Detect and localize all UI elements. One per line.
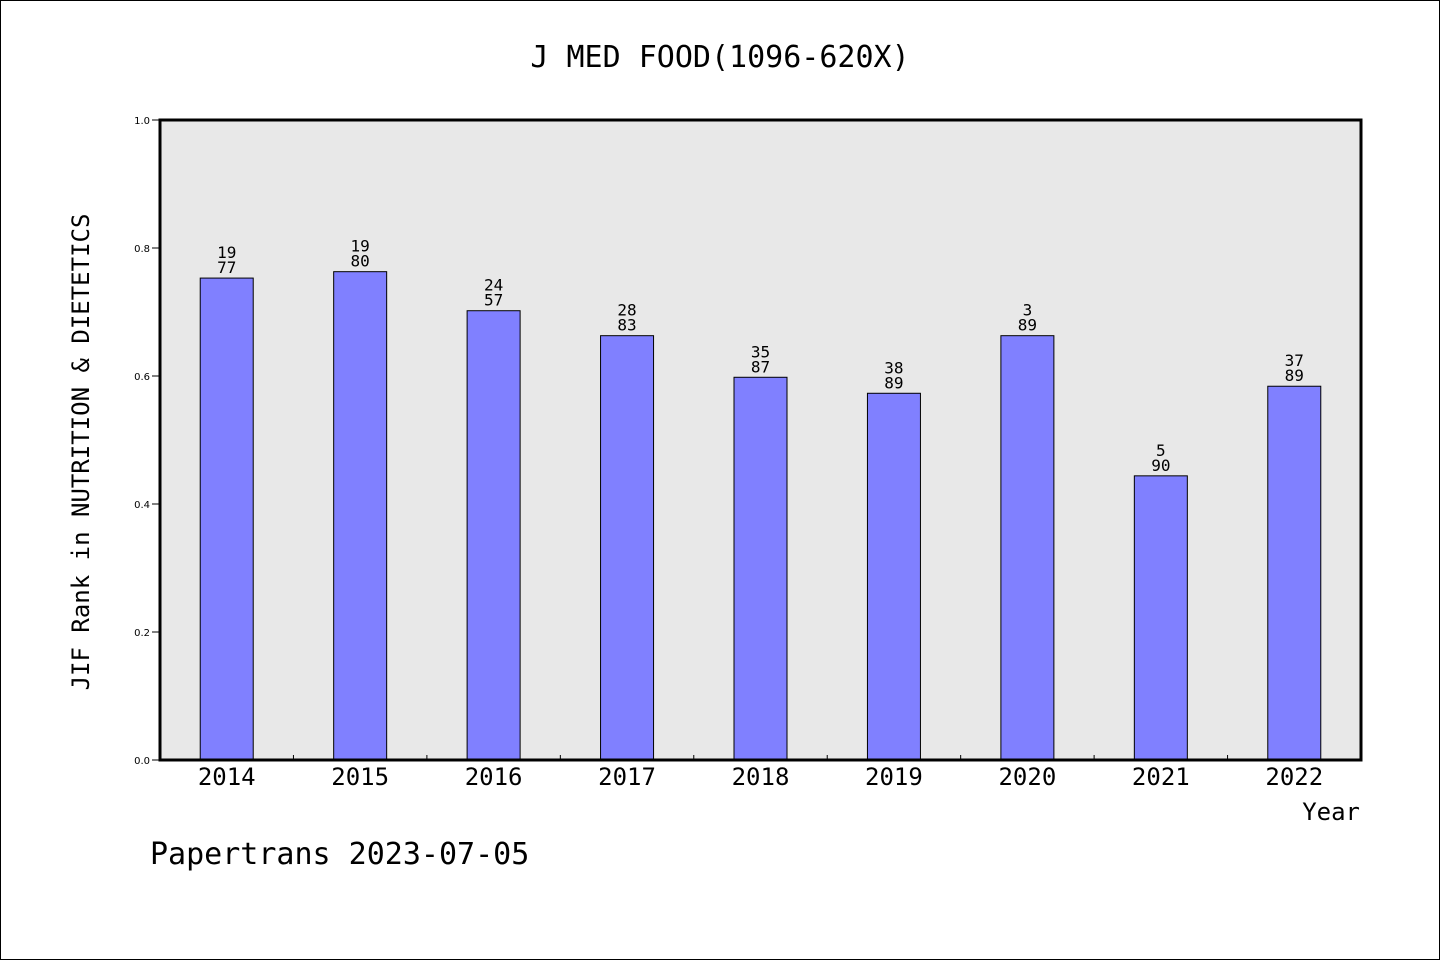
y-tick-label: 0.8 <box>134 244 150 255</box>
x-tick-label: 2014 <box>198 763 256 791</box>
plot-border <box>158 118 1363 762</box>
bar-2021 <box>1133 475 1188 761</box>
total-label: 87 <box>751 357 770 376</box>
y-tick-label: 0.0 <box>134 756 150 767</box>
x-axis-label: Year <box>1302 798 1360 826</box>
total-label: 89 <box>884 373 903 392</box>
bar-2018 <box>733 376 788 761</box>
total-label: 83 <box>617 316 636 335</box>
x-tick-label: 2021 <box>1132 763 1190 791</box>
x-tick-label: 2020 <box>998 763 1056 791</box>
bar-2022 <box>1267 385 1322 761</box>
bar-2014 <box>199 277 254 761</box>
total-label: 57 <box>484 291 503 310</box>
y-tick-label: 0.6 <box>134 372 150 383</box>
y-tick-label: 0.4 <box>134 500 150 511</box>
total-label: 80 <box>351 252 370 271</box>
rank-label: 19 <box>217 243 236 262</box>
footer-credit: Papertrans 2023-07-05 <box>150 837 529 872</box>
bar-2020 <box>1000 335 1055 761</box>
y-axis: 0.0 0.2 0.4 0.6 0.8 1.0 <box>134 116 160 767</box>
x-tick-label: 2015 <box>331 763 389 791</box>
rank-label: 19 <box>351 237 370 256</box>
rank-label: 38 <box>884 358 903 377</box>
x-tick-label: 2017 <box>598 763 656 791</box>
x-tick-label: 2022 <box>1265 763 1323 791</box>
rank-label: 28 <box>617 301 636 320</box>
bar-2019 <box>866 392 921 761</box>
total-label: 89 <box>1285 366 1304 385</box>
bar-2015 <box>333 271 388 761</box>
rank-label: 24 <box>484 276 503 295</box>
rank-label: 35 <box>751 342 770 361</box>
x-tick-label: 2018 <box>732 763 790 791</box>
y-tick-label: 1.0 <box>134 116 150 127</box>
rank-label: 3 <box>1023 301 1033 320</box>
rank-label: 5 <box>1156 441 1166 460</box>
total-label: 77 <box>217 258 236 277</box>
bar-2016 <box>466 310 521 761</box>
x-tick-label: 2019 <box>865 763 923 791</box>
x-axis: 2014 2015 2016 2017 2018 2019 2020 2021 2022 <box>198 755 1323 791</box>
y-tick-label: 0.2 <box>134 628 150 639</box>
bar-2017 <box>600 335 655 761</box>
rank-label: 37 <box>1285 351 1304 370</box>
y-axis-label: JIF Rank in NUTRITION & DIETETICS <box>67 214 95 691</box>
chart-title: J MED FOOD(1096-620X) <box>530 40 909 75</box>
x-tick-label: 2016 <box>465 763 523 791</box>
total-label: 89 <box>1018 316 1037 335</box>
total-label: 90 <box>1151 456 1170 475</box>
